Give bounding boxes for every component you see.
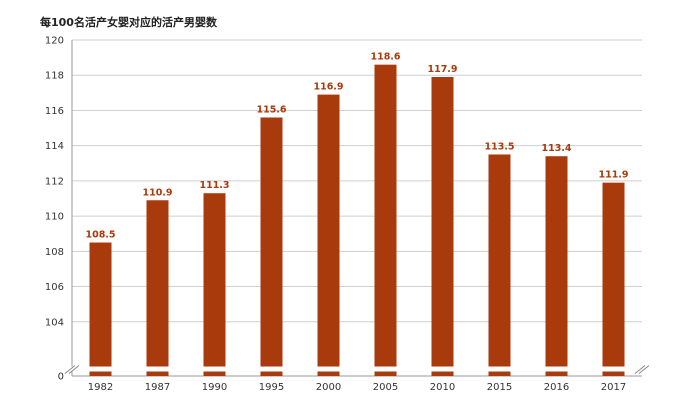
y-tick-label: 106 [45, 282, 64, 293]
y-tick-label: 108 [45, 247, 64, 258]
axis-break-mark [64, 365, 76, 374]
bar-1982 [89, 242, 112, 376]
y-tick-label: 104 [45, 317, 64, 328]
data-label-2015: 113.5 [484, 141, 514, 152]
data-label-2016: 113.4 [541, 143, 571, 154]
x-tick-label: 2017 [601, 382, 626, 393]
x-tick-label: 1995 [259, 382, 284, 393]
x-tick-label: 2000 [316, 382, 341, 393]
data-label-1990: 111.3 [199, 180, 229, 191]
y-axis-ticks: 0 104 106 108 110 112 114 116 118 120 [45, 36, 64, 383]
x-tick-label: 1990 [202, 382, 227, 393]
bar-2010 [431, 76, 454, 376]
bar-1995 [260, 117, 283, 376]
y-tick-label: 110 [45, 212, 64, 223]
y-tick-label: 116 [45, 106, 64, 117]
x-tick-label: 1982 [88, 382, 113, 393]
axis-break-gap [0, 366, 690, 372]
bar-2015 [488, 154, 511, 376]
data-label-2017: 111.9 [598, 170, 628, 181]
bar-2005 [374, 64, 397, 377]
data-label-1987: 110.9 [142, 187, 172, 198]
data-label-2010: 117.9 [427, 64, 457, 75]
bar-1987 [146, 200, 169, 376]
bar-2016 [545, 156, 568, 376]
x-tick-label: 2005 [373, 382, 398, 393]
chart-title: 每100名活产女婴对应的活产男婴数 [40, 16, 217, 29]
y-tick-label: 114 [45, 141, 64, 152]
y-tick-label: 0 [58, 372, 64, 383]
x-tick-label: 2015 [487, 382, 512, 393]
y-tick-label: 120 [45, 36, 64, 47]
y-tick-label: 112 [45, 176, 64, 187]
x-tick-label: 1987 [145, 382, 170, 393]
bars [89, 64, 625, 377]
axis-break-mark [634, 365, 646, 374]
bar-2000 [317, 94, 340, 376]
axis-break-mark [638, 365, 650, 374]
axis-break-mark [68, 365, 80, 374]
bar-2017 [602, 182, 625, 376]
x-tick-label: 2016 [544, 382, 569, 393]
data-label-1982: 108.5 [85, 230, 115, 241]
axis-break [0, 365, 690, 374]
data-labels: 108.5 110.9 111.3 115.6 116.9 118.6 117.9 113.5… [85, 52, 628, 241]
x-axis-ticks: 1982 1987 1990 1995 2000 2005 2010 2015 2016 2017 [88, 382, 626, 393]
bar-1990 [203, 193, 226, 376]
y-tick-label: 118 [45, 71, 64, 82]
data-label-2000: 116.9 [313, 82, 343, 93]
x-tick-label: 2010 [430, 382, 455, 393]
data-label-2005: 118.6 [370, 52, 400, 63]
data-label-1995: 115.6 [256, 104, 286, 115]
